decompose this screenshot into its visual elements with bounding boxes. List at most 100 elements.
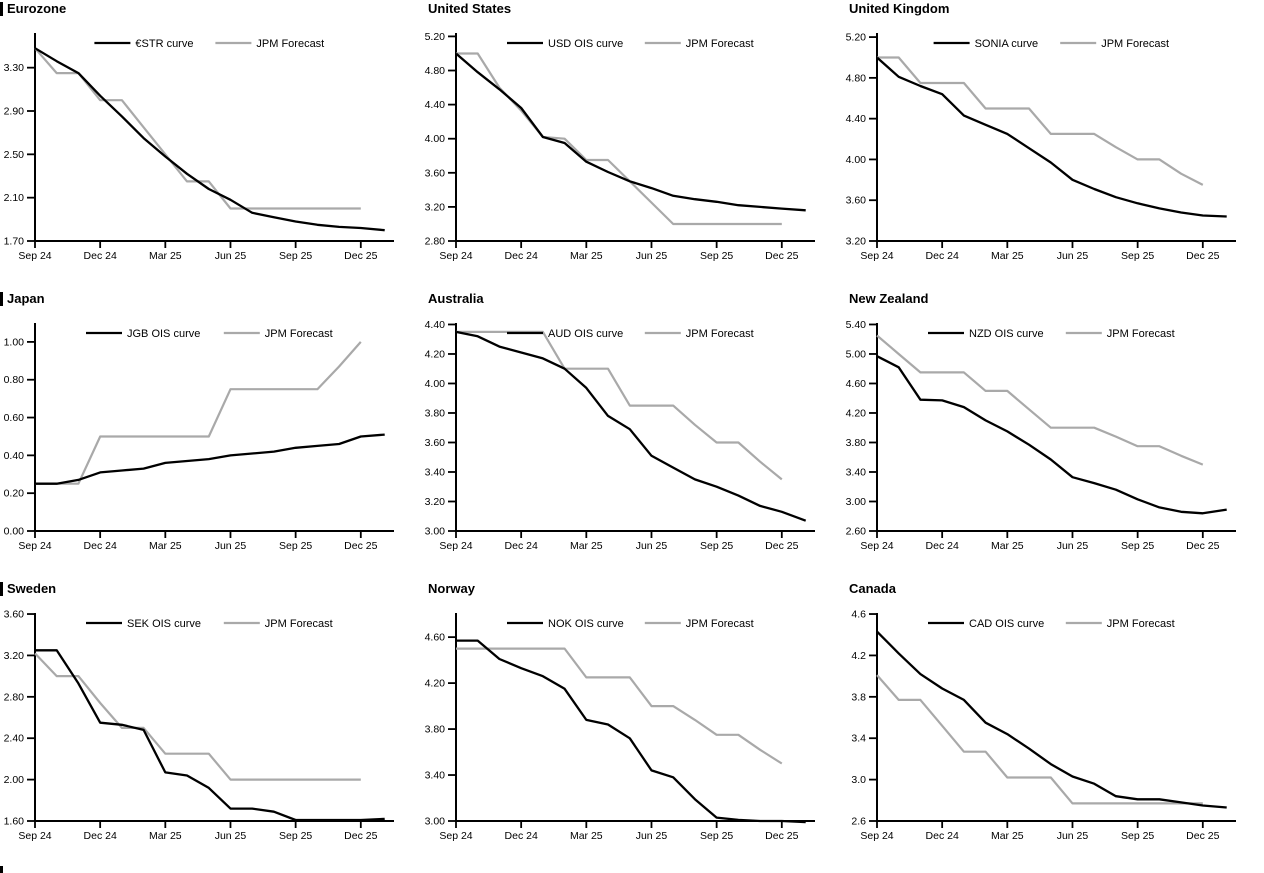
x-axis-tick-label: Mar 25 — [149, 830, 182, 842]
chart-title: Eurozone — [7, 1, 67, 16]
chart-legend: CAD OIS curve JPM Forecast — [928, 618, 1175, 630]
x-axis-tick-label: Jun 25 — [636, 830, 668, 842]
chart-legend: JGB OIS curve JPM Forecast — [86, 328, 333, 340]
y-axis-tick-label: 3.8 — [851, 691, 866, 703]
chart-canvas: 3.20 3.60 4.00 4.40 4.80 5.20 Sep 24 Dec 24 Mar … — [846, 32, 1236, 262]
chart-legend: AUD OIS curve JPM Forecast — [507, 328, 754, 340]
chart-title: Japan — [7, 291, 45, 306]
ois-curve-line — [35, 433, 385, 485]
y-axis-tick-label: 2.50 — [4, 149, 25, 161]
legend-forecast-label: JPM Forecast — [1101, 38, 1169, 50]
x-axis-tick-label: Mar 25 — [149, 540, 182, 552]
x-axis-tick-label: Sep 24 — [18, 540, 51, 552]
chart-canvas: 1.70 2.10 2.50 2.90 3.30 Sep 24 Dec 24 Mar 25 Ju… — [4, 33, 394, 262]
section-marker — [0, 582, 3, 596]
forecast-line — [35, 341, 362, 485]
x-axis-tick-label: Dec 25 — [1186, 250, 1219, 262]
y-axis-tick-label: 3.60 — [425, 437, 446, 449]
x-axis-tick-label: Mar 25 — [991, 830, 1024, 842]
y-axis-tick-label: 3.80 — [425, 724, 446, 736]
chart-legend: €STR curve JPM Forecast — [94, 38, 324, 50]
x-axis-tick-label: Dec 25 — [765, 250, 798, 262]
x-axis-tick-label: Mar 25 — [570, 540, 603, 552]
y-axis-tick-label: 2.40 — [4, 733, 25, 745]
x-axis-tick-label: Jun 25 — [1057, 250, 1089, 262]
y-axis-tick-label: 4.00 — [425, 378, 446, 390]
chart-title: United States — [428, 1, 512, 16]
x-axis-tick-label: Dec 24 — [926, 830, 959, 842]
y-axis-tick-label: 3.60 — [4, 609, 25, 621]
y-axis-tick-label: 5.00 — [846, 348, 867, 360]
forecast-line — [876, 674, 1203, 805]
chart-canvas: 2.60 3.00 3.40 3.80 4.20 4.60 5.00 5.40 Sep 24 De… — [846, 319, 1236, 552]
legend-ois-label: NZD OIS curve — [969, 328, 1044, 340]
y-axis-tick-label: 1.00 — [4, 336, 25, 348]
legend-ois-label: AUD OIS curve — [548, 328, 623, 340]
ois-curve-line — [455, 330, 807, 522]
y-axis-tick-label: 2.60 — [846, 526, 867, 538]
legend-ois-label: SEK OIS curve — [127, 618, 201, 630]
y-axis-tick-label: 3.0 — [851, 774, 866, 786]
chart-legend: SEK OIS curve JPM Forecast — [86, 618, 333, 630]
chart-panel-eurozone: Eurozone 1.70 2.10 2.50 2.90 3.30 Sep 24 Dec 2… — [0, 0, 421, 290]
x-axis-tick-label: Dec 24 — [505, 830, 538, 842]
y-axis-tick-label: 3.80 — [425, 407, 446, 419]
legend-ois-label: SONIA curve — [975, 38, 1039, 50]
y-axis-tick-label: 3.60 — [425, 167, 446, 179]
y-axis-tick-label: 3.00 — [846, 496, 867, 508]
y-axis-tick-label: 5.40 — [846, 319, 867, 331]
y-axis-tick-label: 2.80 — [425, 236, 446, 248]
chart-canvas: 1.60 2.00 2.40 2.80 3.20 3.60 Sep 24 Dec 24 Mar … — [4, 609, 394, 842]
x-axis-tick-label: Sep 24 — [18, 250, 51, 262]
y-axis-tick-label: 4.80 — [425, 65, 446, 77]
y-axis-tick-label: 3.40 — [425, 770, 446, 782]
chart-panel-united-states: United States 2.80 3.20 3.60 4.00 4.40 4.80 5.… — [421, 0, 842, 290]
y-axis-tick-label: 2.10 — [4, 192, 25, 204]
ois-curve-line — [35, 649, 385, 822]
y-axis-tick-label: 3.4 — [851, 733, 866, 745]
chart-canvas: 2.80 3.20 3.60 4.00 4.40 4.80 5.20 Sep 24 Dec 24… — [425, 31, 815, 262]
x-axis-tick-label: Sep 24 — [860, 540, 893, 552]
x-axis-tick-label: Mar 25 — [149, 250, 182, 262]
forecast-line — [34, 47, 361, 210]
chart-panel-norway: Norway 3.00 3.40 3.80 4.20 4.60 Sep 24 Dec 24 M… — [421, 580, 842, 873]
x-axis-tick-label: Mar 25 — [991, 540, 1024, 552]
y-axis-tick-label: 4.40 — [846, 113, 867, 125]
legend-forecast-label: JPM Forecast — [686, 38, 754, 50]
chart-panel-canada: Canada 2.6 3.0 3.4 3.8 4.2 4.6 Sep 24 Dec 24 Mar… — [842, 580, 1264, 873]
y-axis-tick-label: 3.60 — [846, 195, 867, 207]
x-axis-tick-label: Dec 25 — [765, 830, 798, 842]
y-axis-tick-label: 1.60 — [4, 816, 25, 828]
chart-legend: SONIA curve JPM Forecast — [933, 38, 1169, 50]
x-axis-tick-label: Dec 25 — [1186, 830, 1219, 842]
x-axis-tick-label: Jun 25 — [1057, 830, 1089, 842]
y-axis-tick-label: 0.00 — [4, 526, 25, 538]
chart-title: Australia — [428, 291, 484, 306]
x-axis-tick-label: Sep 24 — [18, 830, 51, 842]
x-axis-tick-label: Sep 24 — [439, 540, 472, 552]
x-axis-tick-label: Dec 25 — [344, 250, 377, 262]
legend-ois-label: USD OIS curve — [548, 38, 623, 50]
y-axis-tick-label: 2.6 — [851, 816, 866, 828]
forecast-line — [877, 56, 1204, 186]
y-axis-tick-label: 0.40 — [4, 450, 25, 462]
x-axis-tick-label: Jun 25 — [636, 540, 668, 552]
x-axis-tick-label: Dec 24 — [926, 540, 959, 552]
y-axis-tick-label: 3.20 — [425, 201, 446, 213]
y-axis-tick-label: 4.20 — [425, 678, 446, 690]
y-axis-tick-label: 3.40 — [425, 466, 446, 478]
y-axis-tick-label: 4.40 — [425, 99, 446, 111]
chart-canvas: 3.00 3.20 3.40 3.60 3.80 4.00 4.20 4.40 Sep 24 De… — [425, 319, 815, 552]
y-axis-tick-label: 3.30 — [4, 62, 25, 74]
section-marker — [0, 2, 3, 16]
legend-forecast-label: JPM Forecast — [1107, 618, 1175, 630]
y-axis-tick-label: 2.00 — [4, 774, 25, 786]
chart-panel-australia: Australia 3.00 3.20 3.40 3.60 3.80 4.00 4.20 4.… — [421, 290, 842, 580]
x-axis-tick-label: Sep 25 — [1121, 540, 1154, 552]
ois-curve-line — [456, 639, 806, 824]
y-axis-tick-label: 0.20 — [4, 488, 25, 500]
x-axis-tick-label: Dec 25 — [765, 540, 798, 552]
x-axis-tick-label: Sep 25 — [279, 830, 312, 842]
x-axis-tick-label: Dec 24 — [84, 540, 117, 552]
y-axis-tick-label: 4.00 — [425, 133, 446, 145]
